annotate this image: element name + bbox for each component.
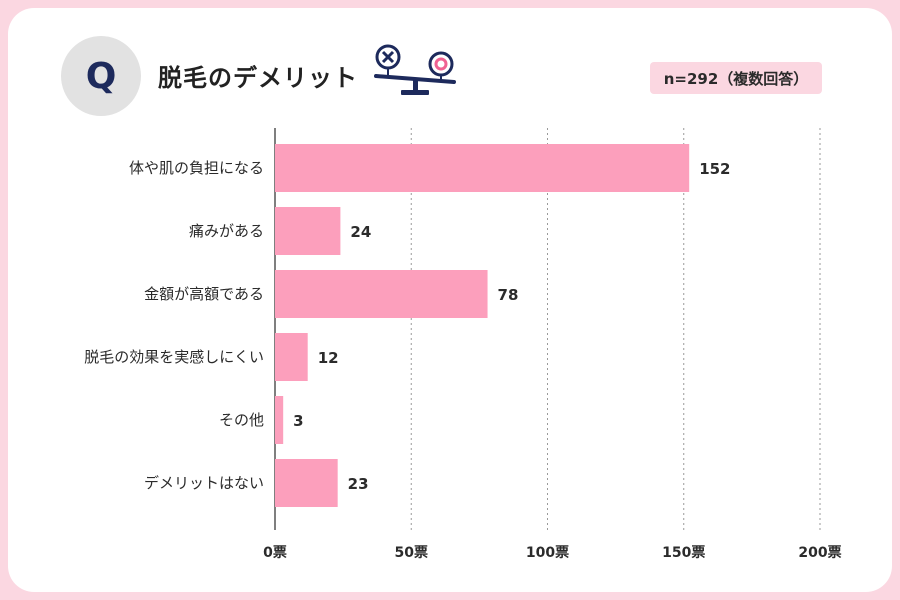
x-tick-label: 200票 [798,545,841,561]
page-title: 脱毛のデメリット [158,64,358,92]
balance-scale-icon [368,40,464,106]
category-label: 金額が高額である [144,285,264,303]
bar [275,144,690,192]
x-tick-label: 0票 [263,545,287,561]
category-label: 痛みがある [189,222,264,240]
category-label: その他 [219,411,264,429]
bar [275,207,341,255]
bar [275,396,284,444]
value-label: 3 [293,412,303,430]
x-tick-label: 100票 [526,545,569,561]
question-badge: Q [61,36,141,116]
value-label: 12 [318,349,339,367]
sample-size-label: n=292（複数回答） [663,69,809,88]
value-label: 23 [348,475,369,493]
labels: 0票 50票 100票 150票 200票 体や肌の負担になる 152 痛みがある 24 金額が高… [84,159,841,561]
category-label: 体や肌の負担になる [129,159,264,177]
x-tick-label: 50票 [395,545,428,561]
x-tick-label: 150票 [662,545,705,561]
category-label: 脱毛の効果を実感しにくい [84,348,264,366]
bar [275,333,308,381]
value-label: 24 [350,223,371,241]
question-mark-label: Q [85,55,117,97]
bars [275,144,690,507]
category-label: デメリットはない [144,474,264,492]
sample-size-badge: n=292（複数回答） [650,62,822,94]
value-label: 78 [498,286,519,304]
value-label: 152 [699,160,730,178]
bar [275,270,488,318]
bar [275,459,338,507]
